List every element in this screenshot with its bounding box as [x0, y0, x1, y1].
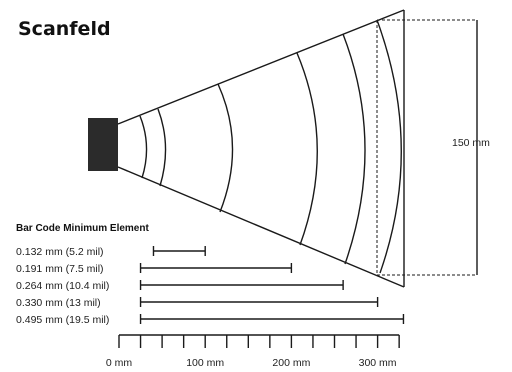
axis-tick-label: 200 mm — [272, 357, 310, 369]
range-bar — [139, 263, 293, 273]
scan-arc — [157, 108, 167, 187]
diagram-title: Scanfeld — [18, 18, 111, 40]
range-bar — [139, 314, 405, 324]
bar-label: 0.330 mm (13 mil) — [16, 297, 101, 309]
field-height-label: 150 mm — [452, 137, 490, 149]
axis-tick-label: 100 mm — [186, 357, 224, 369]
scan-arc — [296, 52, 318, 246]
beam-bottom-edge — [117, 166, 405, 288]
scan-arc — [217, 83, 234, 213]
bar-label: 0.264 mm (10.4 mil) — [16, 280, 109, 292]
beam-top-edge — [117, 9, 405, 125]
bar-label: 0.191 mm (7.5 mil) — [16, 263, 104, 275]
distance-axis: 0 mm 100 mm 200 mm 300 mm — [106, 334, 400, 369]
legend-title: Bar Code Minimum Element — [16, 223, 149, 234]
range-bar — [139, 280, 344, 290]
axis-tick-label: 300 mm — [359, 357, 397, 369]
bar-rows: 0.132 mm (5.2 mil) 0.191 mm (7.5 mil) 0.26… — [16, 246, 405, 326]
scanner-icon — [88, 118, 118, 171]
range-bar — [152, 246, 206, 256]
scan-arc — [342, 33, 366, 265]
scan-arc — [376, 19, 402, 274]
range-bar — [139, 297, 379, 307]
bar-label: 0.132 mm (5.2 mil) — [16, 246, 104, 258]
bar-label: 0.495 mm (19.5 mil) — [16, 314, 109, 326]
scan-arc — [139, 115, 148, 179]
axis-tick-label: 0 mm — [106, 357, 133, 369]
